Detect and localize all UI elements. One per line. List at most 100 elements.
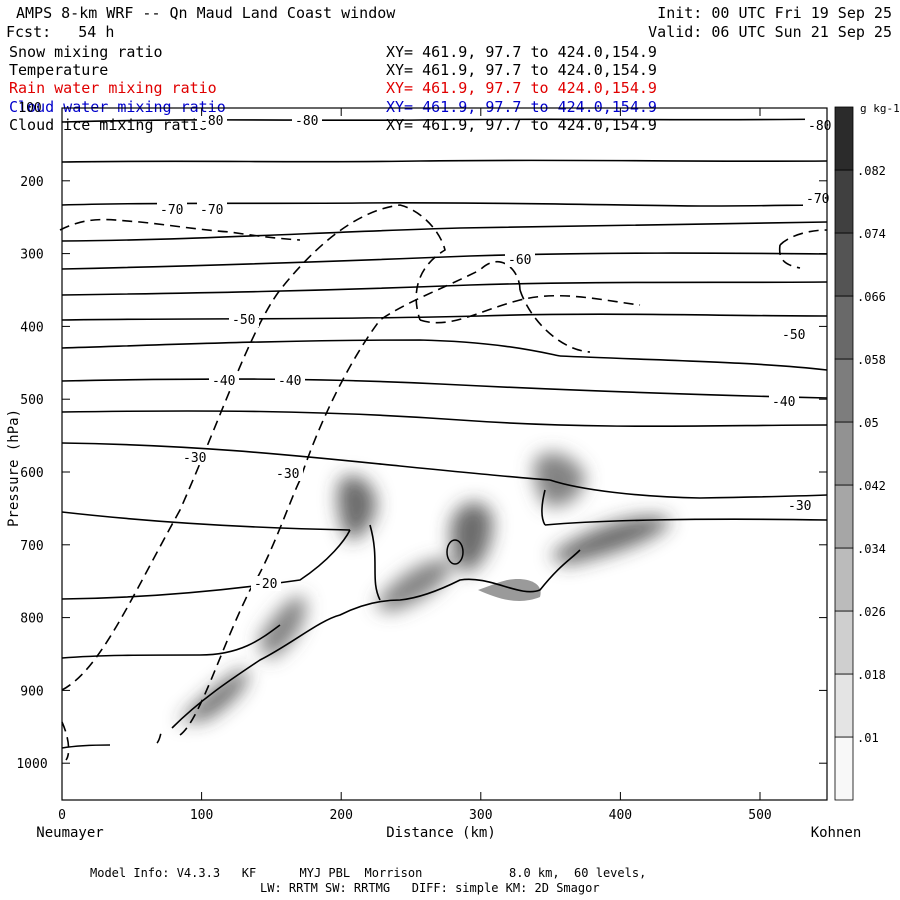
colorbar-segment bbox=[834, 673, 854, 738]
temperature-contour bbox=[61, 252, 828, 270]
colorbar-label: .082 bbox=[857, 164, 886, 178]
y-tick-label: 300 bbox=[20, 248, 43, 263]
temperature-contour bbox=[544, 518, 828, 526]
temperature-contour-label: -70 bbox=[160, 203, 183, 218]
init-time: Init: 00 UTC Fri 19 Sep 25 bbox=[657, 4, 892, 22]
temperature-contour-label: -40 bbox=[772, 395, 795, 410]
contour-label-bg bbox=[275, 373, 305, 388]
colorbar-label: .066 bbox=[857, 290, 886, 304]
contour-label-bg bbox=[197, 113, 227, 128]
y-tick-label: 100 bbox=[18, 101, 41, 116]
temperature-contour bbox=[61, 378, 828, 399]
contour-label-bg bbox=[229, 312, 259, 327]
y-tick-label: 700 bbox=[20, 539, 43, 554]
temperature-contour-label: -80 bbox=[295, 114, 318, 129]
temperature-contour bbox=[61, 339, 561, 357]
cloud-ice-contour bbox=[61, 204, 446, 691]
colorbar-segment bbox=[834, 610, 854, 675]
temperature-contour-label: -20 bbox=[254, 577, 277, 592]
temperature-contour bbox=[559, 355, 828, 371]
contour-label-bg bbox=[197, 202, 227, 217]
cloud-ice-contour bbox=[61, 721, 70, 761]
temperature-contour bbox=[61, 221, 828, 242]
cloud-ice-contour bbox=[179, 261, 521, 736]
temperature-contour bbox=[61, 281, 828, 296]
temperature-contour bbox=[171, 549, 581, 729]
snow-shading-blob bbox=[550, 516, 672, 565]
contour-label-bg bbox=[779, 327, 809, 342]
cloud-ice-contour bbox=[59, 218, 301, 241]
x-tick-label: 100 bbox=[190, 808, 213, 823]
contour-label-bg bbox=[769, 394, 799, 409]
temperature-contour bbox=[61, 511, 351, 531]
temperature-contour bbox=[541, 489, 546, 526]
temperature-contour bbox=[61, 202, 828, 207]
snow-shading-blob bbox=[258, 596, 306, 660]
field-xy: XY= 461.9, 97.7 to 424.0,154.9 bbox=[386, 79, 657, 98]
x-tick-label: 300 bbox=[469, 808, 492, 823]
colorbar-label: .042 bbox=[857, 479, 886, 493]
x-tick-label: 500 bbox=[748, 808, 771, 823]
temperature-contour-label: -70 bbox=[806, 192, 829, 207]
colorbar-segment bbox=[834, 106, 854, 171]
y-tick-label: 500 bbox=[20, 393, 43, 408]
x-end-label-right: Kohnen bbox=[811, 825, 862, 841]
colorbar-label: .05 bbox=[857, 416, 879, 430]
cloud-ice-contour bbox=[778, 244, 801, 269]
temperature-contour bbox=[61, 159, 828, 163]
y-tick-label: 1000 bbox=[16, 757, 47, 772]
contour-label-bg bbox=[292, 113, 322, 128]
x-tick-label: 0 bbox=[58, 808, 66, 823]
temperature-contour-label: -30 bbox=[183, 451, 206, 466]
temperature-contour bbox=[61, 529, 351, 600]
y-tick-label: 200 bbox=[20, 175, 43, 190]
field-xy: XY= 461.9, 97.7 to 424.0,154.9 bbox=[386, 61, 657, 80]
temperature-contour-label: -40 bbox=[212, 374, 235, 389]
snow-shading-low bbox=[478, 578, 541, 601]
temperature-contour bbox=[61, 624, 281, 659]
field-name: Cloud water mixing ratio bbox=[9, 97, 226, 116]
temperature-contour-label: -30 bbox=[276, 467, 299, 482]
field-name: Temperature bbox=[9, 61, 109, 80]
y-tick-label: 400 bbox=[20, 320, 43, 335]
contour-label-bg bbox=[180, 450, 210, 465]
y-tick-label: 600 bbox=[20, 466, 43, 481]
contour-label-bg bbox=[157, 202, 187, 217]
x-end-label-left: Neumayer bbox=[36, 825, 103, 841]
y-axis-label: Pressure (hPa) bbox=[6, 409, 22, 527]
field-name: Rain water mixing ratio bbox=[9, 79, 217, 98]
snow-shading bbox=[178, 452, 672, 722]
field-xy: XY= 461.9, 97.7 to 424.0,154.9 bbox=[386, 43, 657, 61]
temperature-contour bbox=[549, 479, 828, 499]
x-axis-label: Distance (km) bbox=[386, 825, 496, 841]
colorbar-label: .058 bbox=[857, 353, 886, 367]
temperature-contour-label: -50 bbox=[232, 313, 255, 328]
snow-shading-blob bbox=[178, 668, 248, 722]
temperature-contour-loop bbox=[446, 539, 464, 565]
temperature-contour bbox=[61, 744, 111, 749]
colorbar-label: .01 bbox=[857, 731, 879, 745]
snow-shading-blob bbox=[450, 502, 493, 573]
colorbar-unit: g kg-1 bbox=[860, 102, 900, 115]
snow-shading-blob bbox=[337, 475, 377, 540]
cloud-ice-contour bbox=[779, 229, 828, 246]
y-tick-label: 800 bbox=[20, 612, 43, 627]
colorbar-label: .018 bbox=[857, 668, 886, 682]
cloud-ice-contour bbox=[519, 289, 591, 353]
x-tick-label: 400 bbox=[609, 808, 632, 823]
colorbar-segment bbox=[834, 547, 854, 612]
contour-label-bg bbox=[803, 191, 833, 206]
colorbar-label: .074 bbox=[857, 227, 886, 241]
field-name: Snow mixing ratio bbox=[9, 43, 163, 61]
y-tick-label: 900 bbox=[20, 684, 43, 699]
colorbar-segment bbox=[834, 232, 854, 297]
cloud-ice-contour bbox=[419, 294, 641, 324]
temperature-contour-label: -80 bbox=[200, 114, 223, 129]
colorbar-segment bbox=[834, 358, 854, 423]
temperature-contour-label: -70 bbox=[200, 203, 223, 218]
colorbar-label: .034 bbox=[857, 542, 886, 556]
model-info-line-2: LW: RRTM SW: RRTMG DIFF: simple KM: 2D S… bbox=[260, 881, 600, 895]
snow-shading-blob bbox=[375, 559, 453, 612]
plot-frame bbox=[61, 107, 828, 801]
colorbar-segment bbox=[834, 736, 854, 801]
